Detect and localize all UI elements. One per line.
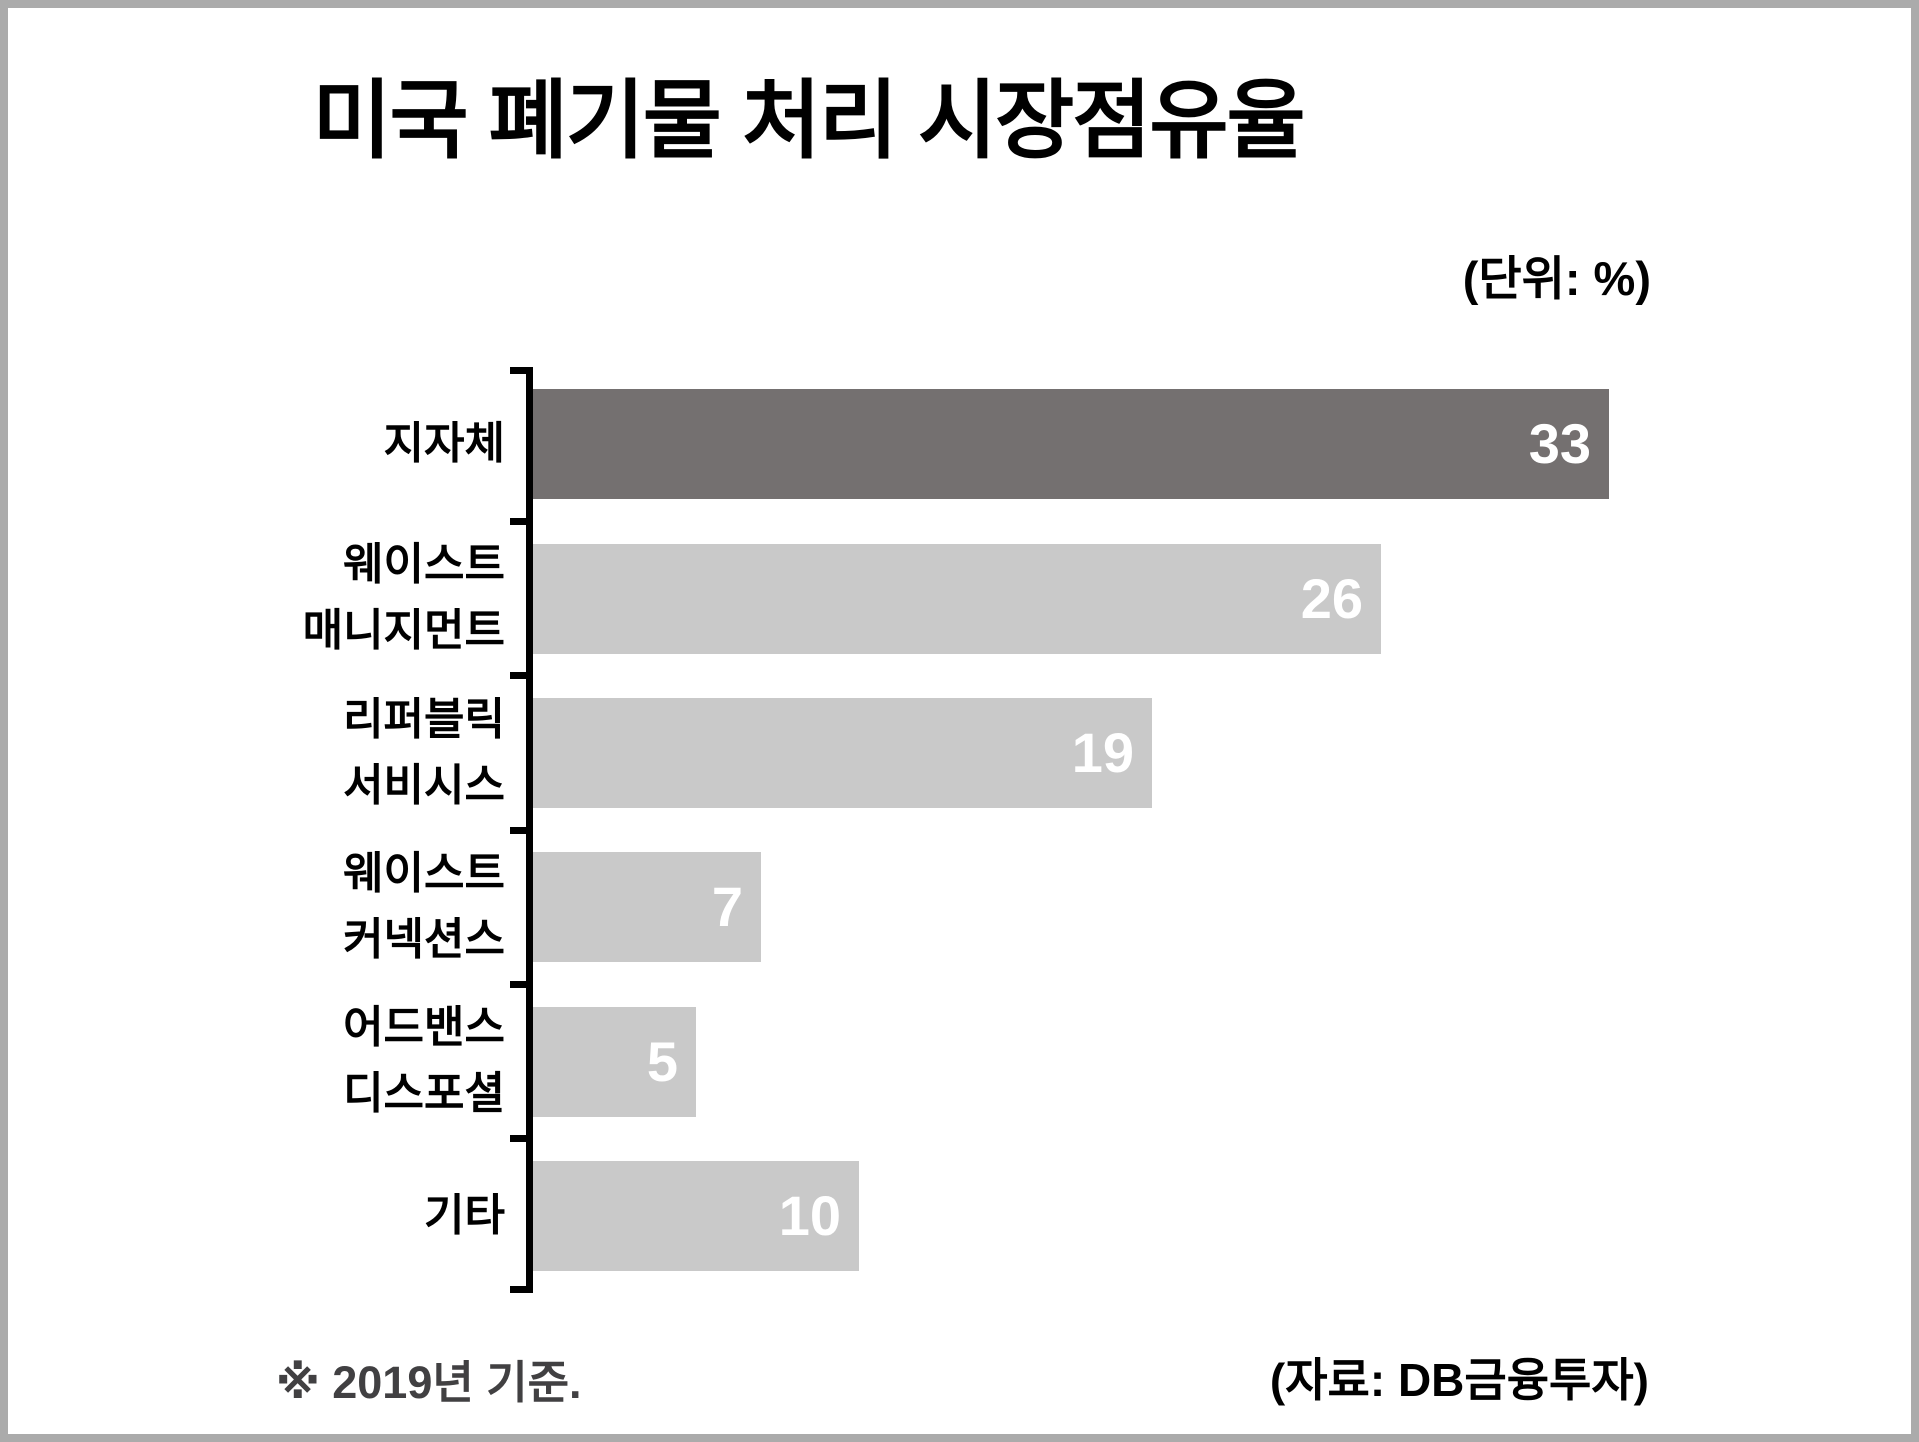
bar: 5 — [533, 1006, 696, 1117]
bar-chart: 지자체 33 웨이스트 매니지먼트 26 리퍼블릭 서비시스 19 웨이스트 커넥션스 7 어드… — [8, 8, 1911, 1434]
axis-tick — [510, 1135, 527, 1143]
axis-tick — [510, 980, 527, 988]
axis-line — [526, 367, 533, 1293]
axis-tick — [510, 1286, 527, 1293]
bar-value-label: 5 — [646, 1029, 678, 1093]
unit-label: (단위: %) — [1462, 252, 1651, 305]
category-label: 어드밴스 디스포셜 — [343, 1003, 505, 1119]
bar-value-label: 10 — [778, 1183, 841, 1247]
bar: 7 — [533, 852, 761, 963]
source-label: (자료: DB금융투자) — [1269, 1354, 1649, 1406]
chart-page: 미국 폐기물 처리 시장점유율 (단위: %) 지자체 33 웨이스트 매니지먼트 2… — [8, 8, 1911, 1434]
category-label: 리퍼블릭 서비시스 — [343, 694, 505, 810]
bar: 26 — [533, 543, 1381, 654]
category-label: 웨이스트 매니지먼트 — [302, 540, 505, 656]
bar: 10 — [533, 1160, 859, 1271]
bar: 19 — [533, 697, 1152, 808]
footnote: ※ 2019년 기준. — [276, 1357, 582, 1408]
bar: 33 — [533, 389, 1609, 500]
bar-value-label: 19 — [1071, 720, 1134, 784]
chart-title: 미국 폐기물 처리 시장점유율 — [312, 73, 1305, 169]
category-label: 웨이스트 커넥션스 — [343, 849, 505, 965]
bar-value-label: 33 — [1528, 412, 1591, 476]
axis-tick — [510, 517, 527, 525]
category-label: 지자체 — [383, 419, 505, 469]
axis-tick — [510, 367, 527, 374]
category-label: 기타 — [424, 1190, 505, 1240]
bar-value-label: 7 — [711, 875, 743, 939]
bar-value-label: 26 — [1300, 566, 1363, 630]
axis-tick — [510, 672, 527, 680]
axis-tick — [510, 826, 527, 834]
